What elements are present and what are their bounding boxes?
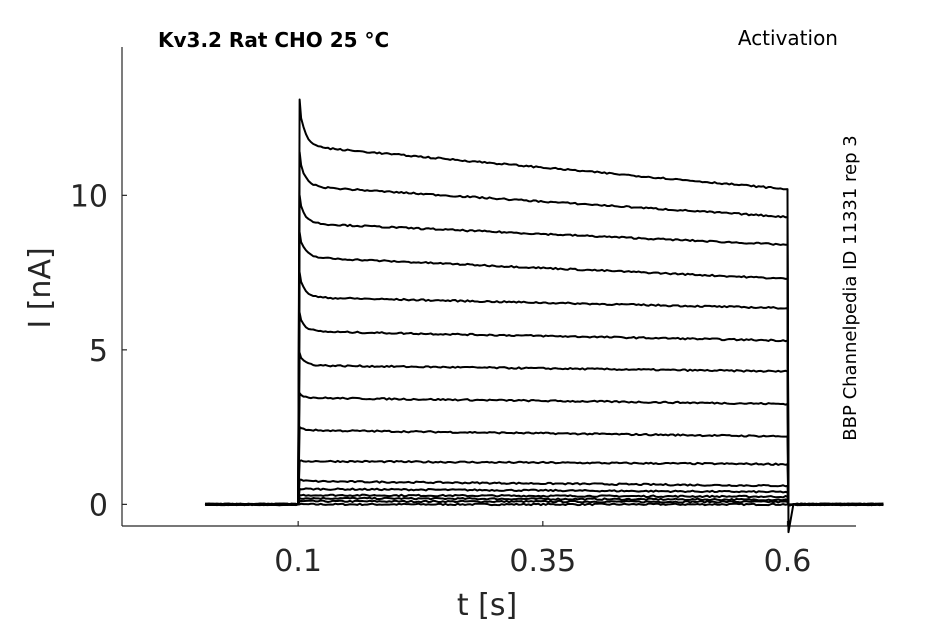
- x-tick-label: 0.6: [764, 544, 812, 579]
- current-trace: [204, 493, 884, 507]
- current-trace: [205, 98, 884, 534]
- x-tick-label: 0.35: [509, 544, 576, 579]
- current-trace: [204, 392, 884, 507]
- x-tick-label: 0.1: [274, 544, 322, 579]
- current-trace: [205, 311, 884, 507]
- current-trace: [205, 496, 884, 506]
- current-trace: [205, 487, 884, 507]
- current-trace: [205, 478, 884, 507]
- current-trace: [205, 351, 884, 507]
- y-tick-label: 10: [70, 179, 108, 214]
- y-axis-ticks: 0 5 10: [70, 179, 127, 523]
- y-tick-label: 5: [89, 334, 108, 369]
- current-trace: [204, 231, 884, 507]
- current-traces: [204, 98, 884, 534]
- y-tick-label: 0: [89, 488, 108, 523]
- x-axis-label: t [s]: [457, 588, 517, 623]
- current-trace: [205, 151, 884, 507]
- current-trace: [204, 499, 884, 507]
- source-label: BBP Channelpedia ID 11331 rep 3: [840, 135, 861, 440]
- x-axis-ticks: 0.1 0.35 0.6: [274, 521, 811, 579]
- current-trace: [205, 426, 884, 507]
- y-axis-label: I [nA]: [23, 247, 58, 328]
- current-trace: [205, 459, 884, 507]
- chart-title: Kv3.2 Rat CHO 25 °C: [158, 28, 389, 52]
- protocol-label: Activation: [738, 26, 838, 50]
- current-trace: [205, 271, 884, 507]
- current-trace: [204, 194, 884, 507]
- current-trace: [204, 502, 884, 507]
